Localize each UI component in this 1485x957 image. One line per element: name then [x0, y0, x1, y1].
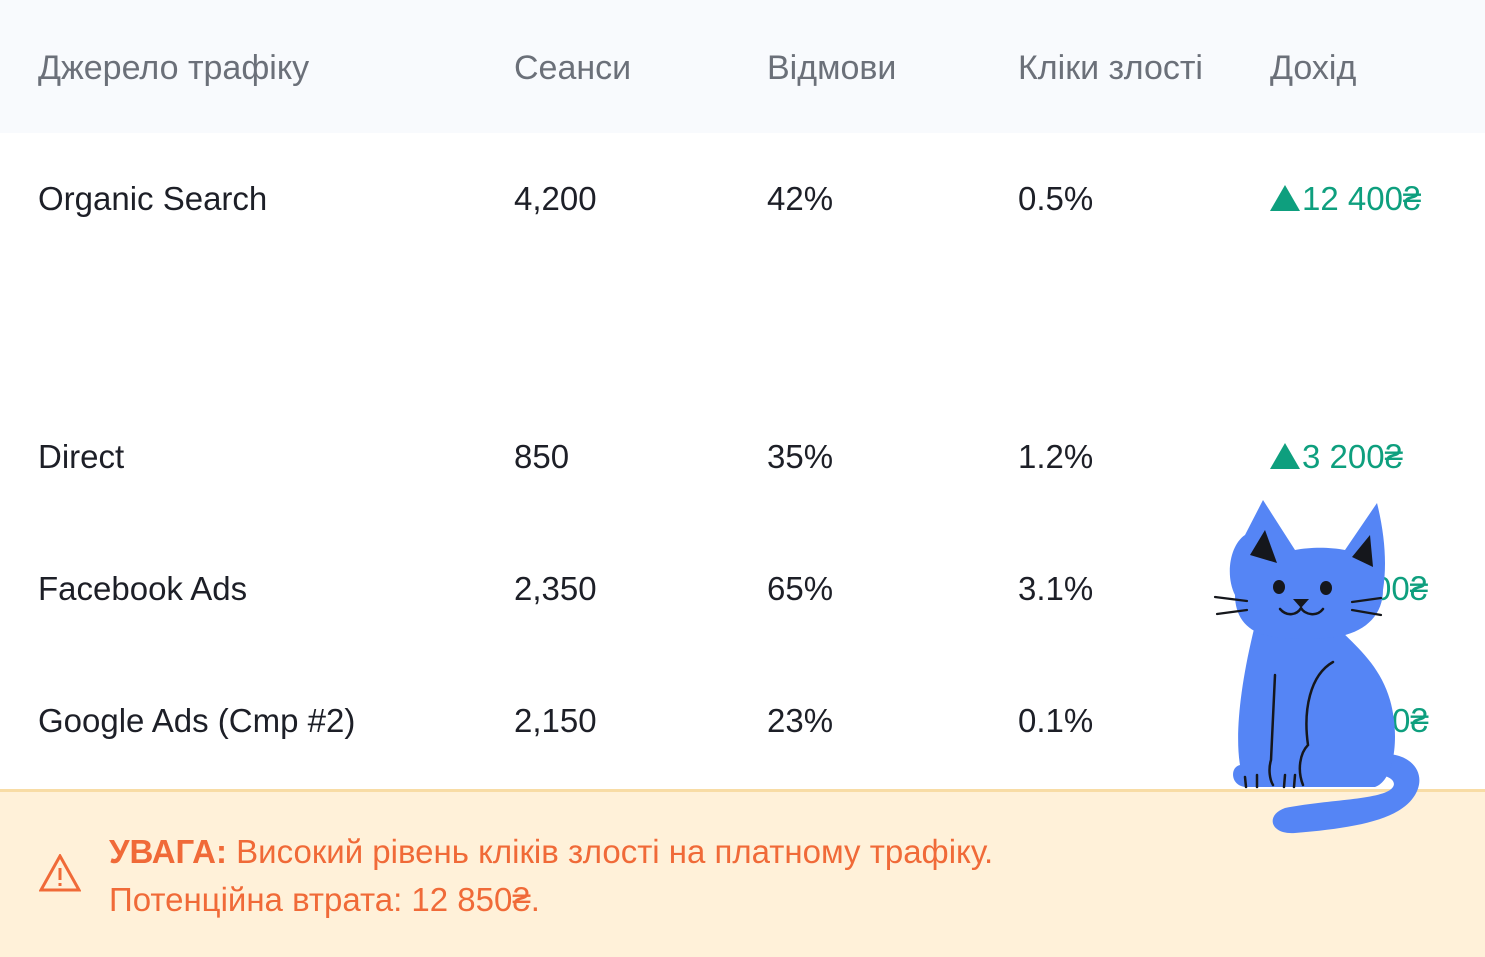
column-header-rage-clicks[interactable]: Кліки злості: [1018, 49, 1203, 87]
column-header-sessions[interactable]: Сеанси: [514, 49, 632, 87]
trend-up-icon: [1270, 443, 1300, 469]
cell-rage-clicks: 1.2%: [1018, 438, 1094, 475]
cell-sessions: 2,150: [514, 702, 597, 739]
alert-body: Високий рівень кліків злості на платному…: [227, 833, 994, 870]
cell-rage-clicks: 0.1%: [1018, 702, 1094, 739]
table-row-google-ads[interactable]: Google Ads (Cmp #2) 2,150 23% 0.1% 0₴: [0, 691, 1485, 751]
cell-sessions: 2,350: [514, 570, 597, 607]
rage-click-alert: УВАГА: Високий рівень кліків злості на п…: [0, 789, 1485, 957]
warning-triangle-icon: [39, 854, 81, 892]
trend-up-icon: [1270, 185, 1300, 211]
column-header-revenue[interactable]: Дохід: [1270, 49, 1357, 87]
alert-loss: Потенційна втрата: 12 850₴.: [109, 881, 540, 918]
alert-label: УВАГА:: [109, 833, 227, 870]
revenue-value: 12 400₴: [1302, 180, 1422, 217]
cell-bounces: 35%: [767, 438, 834, 475]
revenue-value: 3 200₴: [1302, 438, 1403, 475]
cell-sessions: 4,200: [514, 180, 597, 217]
cell-rage-clicks: 3.1%: [1018, 570, 1094, 607]
table-row-facebook-ads[interactable]: Facebook Ads 2,350 65% 3.1% 00₴: [0, 559, 1485, 619]
alert-message: УВАГА: Високий рівень кліків злості на п…: [109, 828, 993, 924]
cell-revenue-partial: 00₴: [1373, 570, 1429, 607]
cell-bounces: 65%: [767, 570, 834, 607]
column-header-bounces[interactable]: Відмови: [767, 49, 897, 87]
cell-source: Direct: [38, 438, 125, 475]
cell-rage-clicks: 0.5%: [1018, 180, 1094, 217]
cell-source: Facebook Ads: [38, 570, 248, 607]
table-row-organic-search[interactable]: Organic Search 4,200 42% 0.5% 12 400₴: [0, 169, 1485, 229]
cell-source: Google Ads (Cmp #2): [38, 702, 356, 739]
cell-source: Organic Search: [38, 180, 268, 217]
cell-sessions: 850: [514, 438, 570, 475]
cell-revenue: 3 200₴: [1270, 427, 1403, 487]
cell-bounces: 42%: [767, 180, 834, 217]
cell-revenue-partial: 0₴: [1392, 702, 1429, 739]
table-row-direct[interactable]: Direct 850 35% 1.2% 3 200₴: [0, 427, 1485, 487]
cell-bounces: 23%: [767, 702, 834, 739]
cell-revenue: 12 400₴: [1270, 169, 1421, 229]
column-header-source[interactable]: Джерело трафіку: [38, 49, 310, 87]
table-header: Джерело трафіку Сеанси Відмови Кліки зло…: [0, 0, 1485, 133]
